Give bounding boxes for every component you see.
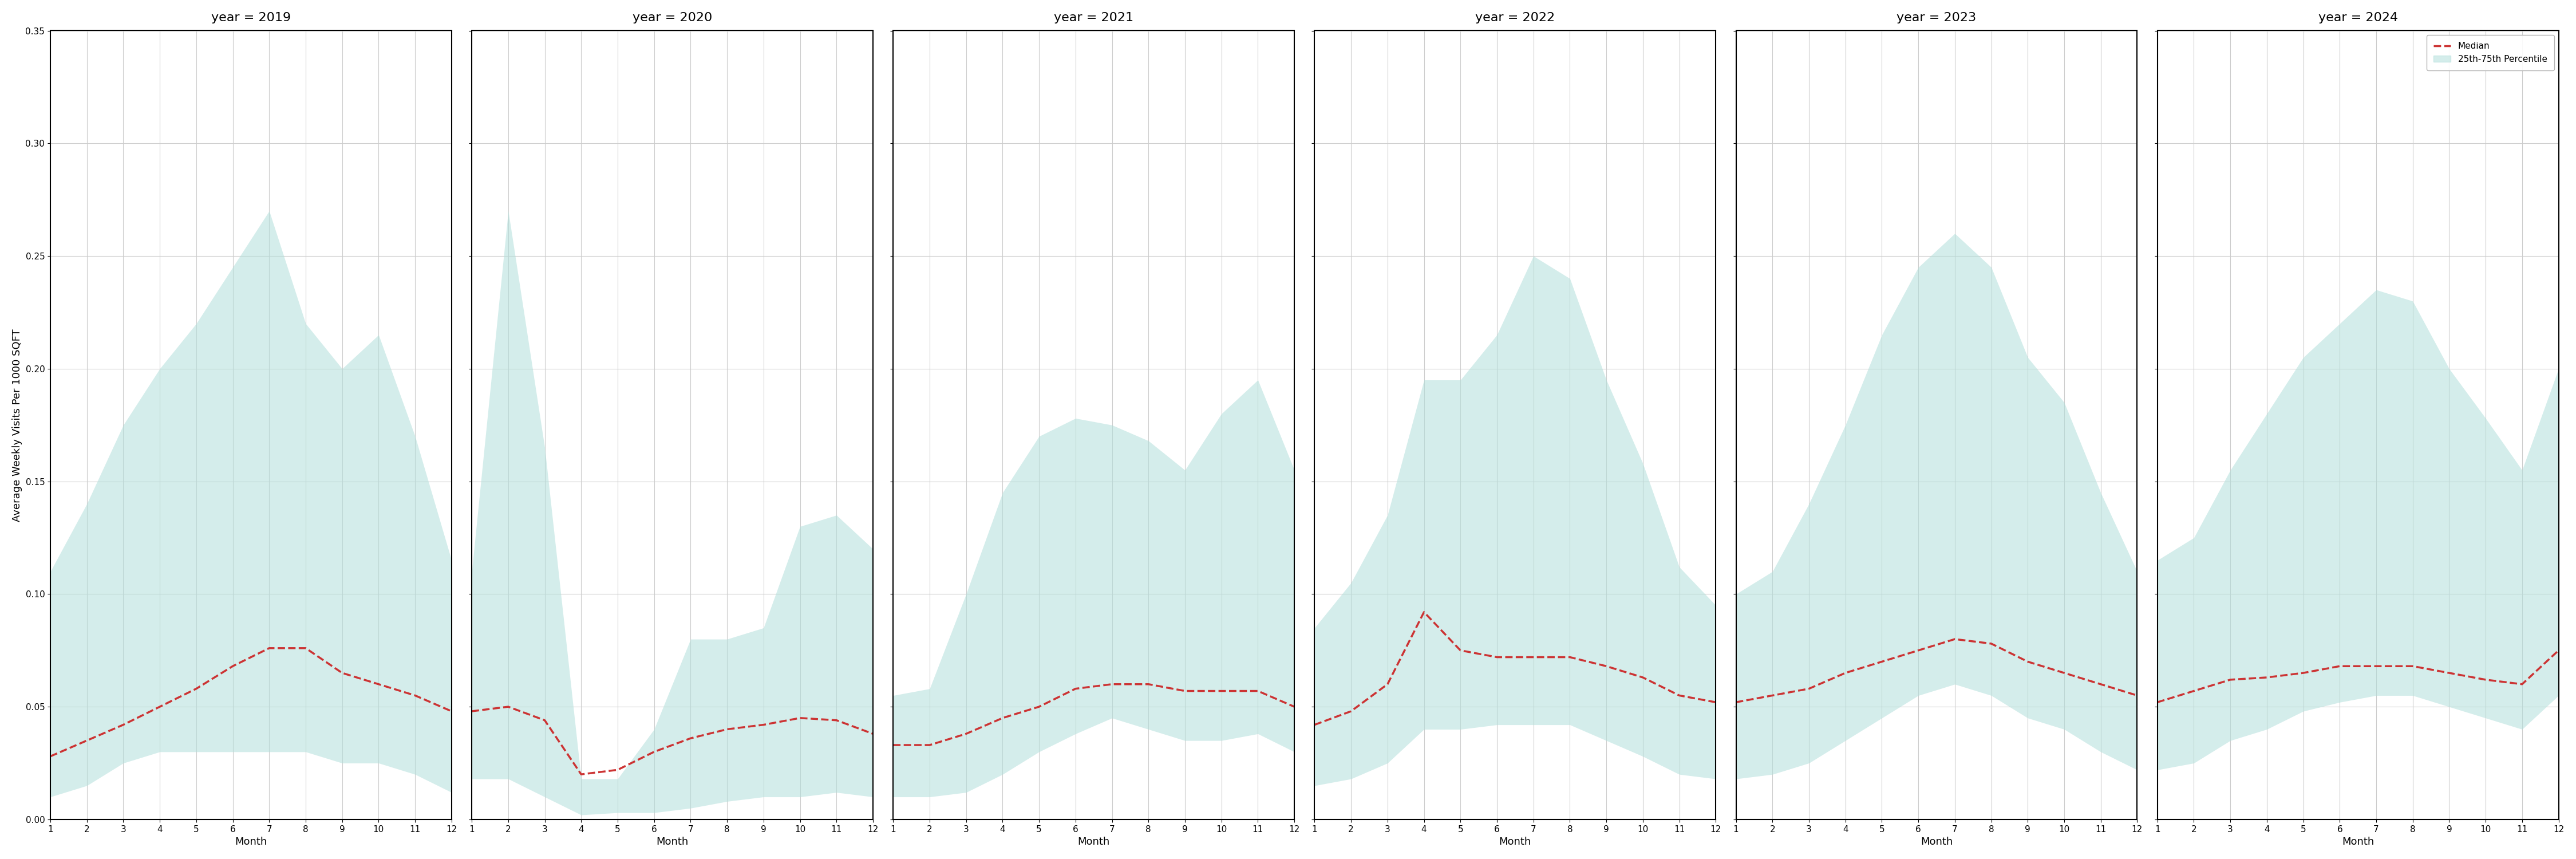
- X-axis label: Month: Month: [1922, 837, 1953, 847]
- X-axis label: Month: Month: [2342, 837, 2375, 847]
- X-axis label: Month: Month: [657, 837, 688, 847]
- Title: year = 2023: year = 2023: [1896, 12, 1976, 23]
- Title: year = 2019: year = 2019: [211, 12, 291, 23]
- X-axis label: Month: Month: [1077, 837, 1110, 847]
- Legend: Median, 25th-75th Percentile: Median, 25th-75th Percentile: [2427, 35, 2555, 70]
- Title: year = 2024: year = 2024: [2318, 12, 2398, 23]
- Title: year = 2022: year = 2022: [1476, 12, 1556, 23]
- X-axis label: Month: Month: [1499, 837, 1530, 847]
- Y-axis label: Average Weekly Visits Per 1000 SQFT: Average Weekly Visits Per 1000 SQFT: [13, 329, 23, 521]
- Title: year = 2021: year = 2021: [1054, 12, 1133, 23]
- X-axis label: Month: Month: [234, 837, 268, 847]
- Title: year = 2020: year = 2020: [634, 12, 711, 23]
